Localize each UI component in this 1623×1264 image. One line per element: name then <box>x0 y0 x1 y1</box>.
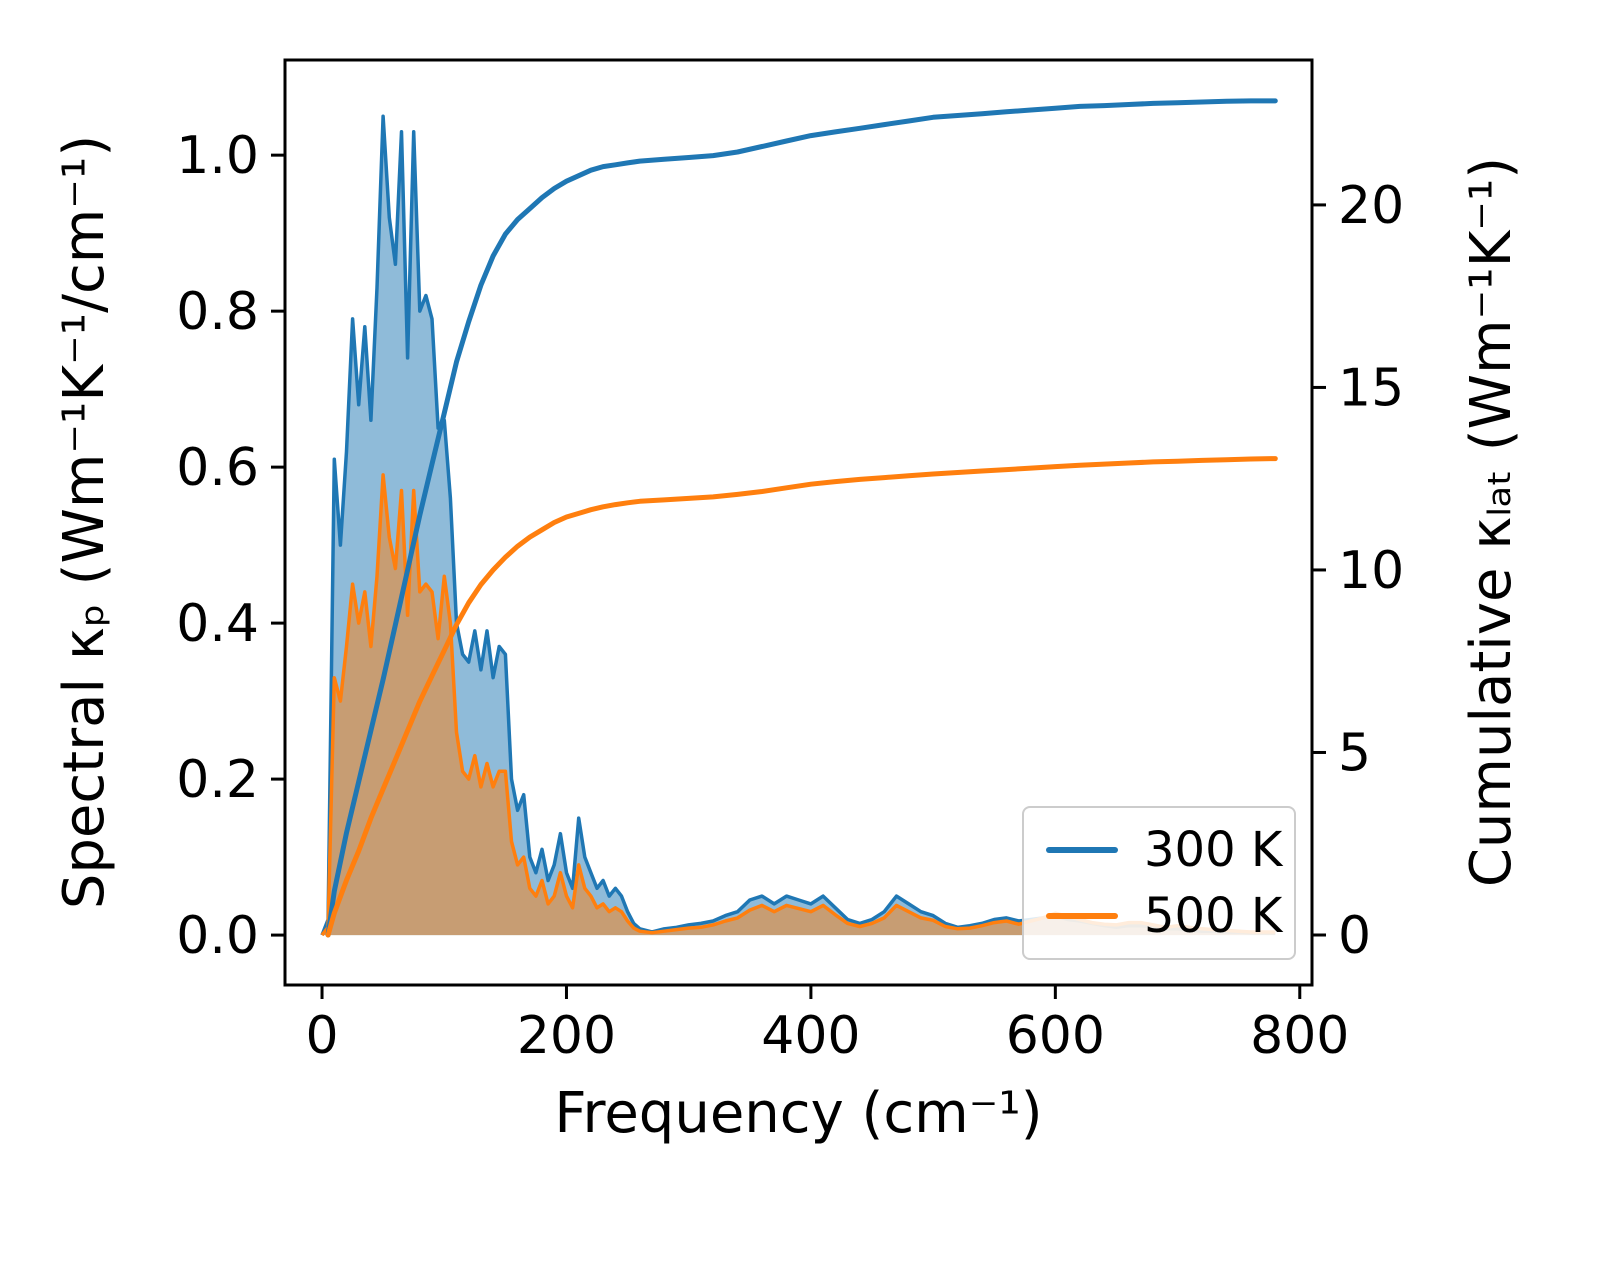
y-axis-label-left: Spectral κₚ (Wm⁻¹K⁻¹/cm⁻¹) <box>52 134 117 910</box>
y-tick-label-right: 0 <box>1338 906 1371 966</box>
y-tick-label-left: 1.0 <box>176 126 259 186</box>
legend-label-300k: 300 K <box>1144 822 1283 878</box>
y-tick-label-right: 5 <box>1338 723 1371 783</box>
y-tick-label-left: 0.4 <box>176 594 259 654</box>
x-tick-label: 400 <box>761 1006 860 1066</box>
y-tick-label-left: 0.6 <box>176 438 259 498</box>
legend: 300 K 500 K <box>1022 806 1296 960</box>
x-tick-label: 0 <box>305 1006 338 1066</box>
cumulative-500K-line <box>325 456 1278 938</box>
legend-swatch-500k <box>1046 913 1118 919</box>
x-axis-label: Frequency (cm⁻¹) <box>554 1081 1043 1146</box>
legend-label-500k: 500 K <box>1144 888 1283 944</box>
x-tick-label: 800 <box>1250 1006 1349 1066</box>
y-tick-label-right: 10 <box>1338 541 1404 601</box>
y-tick-label-right: 20 <box>1338 176 1404 236</box>
spectral-500K-area <box>322 474 1276 936</box>
y-tick-label-left: 0.2 <box>176 750 259 810</box>
y-tick-label-left: 0.8 <box>176 282 259 342</box>
cumulative-300K-line <box>325 98 1278 938</box>
legend-item-500k: 500 K <box>1046 892 1294 940</box>
legend-item-300k: 300 K <box>1046 826 1294 874</box>
legend-swatch-300k <box>1046 847 1118 853</box>
x-tick-label: 200 <box>517 1006 616 1066</box>
y-tick-label-right: 15 <box>1338 358 1404 418</box>
y-tick-label-left: 0.0 <box>176 906 259 966</box>
x-tick-label: 600 <box>1006 1006 1105 1066</box>
axes-spines <box>283 58 1314 987</box>
y-axis-label-right: Cumulative κₗₐₜ (Wm⁻¹K⁻¹) <box>1459 156 1524 888</box>
